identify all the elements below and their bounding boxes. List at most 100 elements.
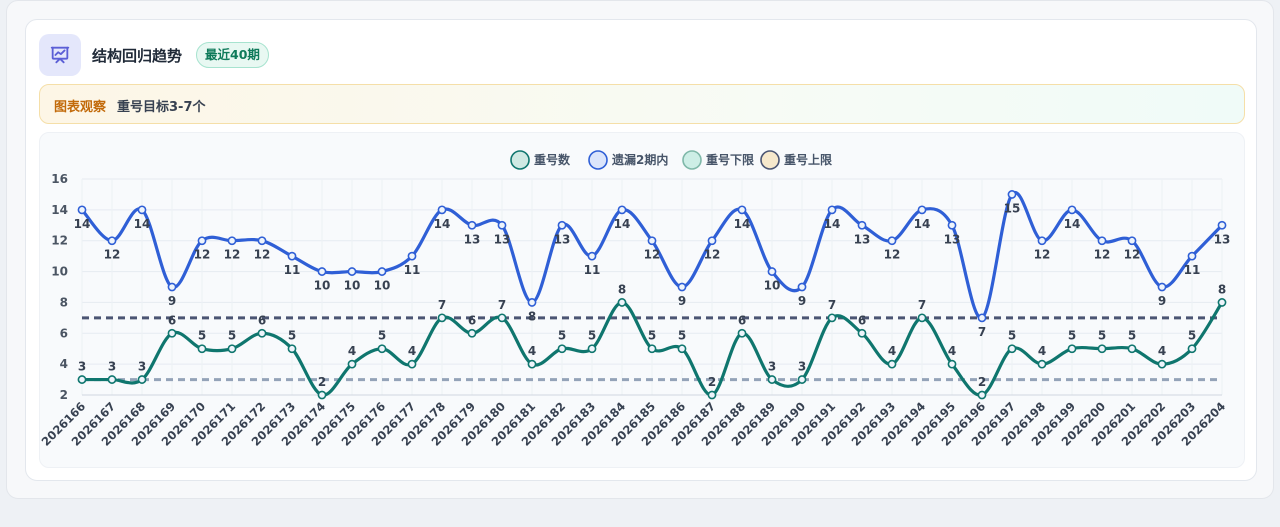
data-point-repeat[interactable] [557,344,567,354]
data-point-repeat[interactable] [947,359,957,369]
data-point-miss2[interactable] [527,298,537,307]
data-point-repeat[interactable] [917,313,927,323]
data-point-miss2[interactable] [1157,282,1167,292]
data-point-miss2[interactable] [77,205,87,215]
data-point-repeat[interactable] [287,344,297,354]
data-point-repeat[interactable] [1127,344,1137,354]
legend-label-2[interactable]: 重号下限 [706,152,754,167]
data-point-repeat[interactable] [377,344,387,354]
data-point-miss2[interactable] [1217,220,1227,230]
data-point-miss2[interactable] [977,313,987,323]
data-point-repeat[interactable] [317,390,327,400]
data-point-miss2[interactable] [257,236,267,246]
data-label-repeat: 6 [738,313,746,327]
legend-label-3[interactable]: 重号上限 [784,152,832,167]
data-label-miss2: 15 [1004,201,1021,215]
data-point-miss2[interactable] [347,267,357,276]
data-point-miss2[interactable] [317,267,327,276]
legend-label-1[interactable]: 遗漏2期内 [611,152,668,167]
data-point-miss2[interactable] [1067,205,1077,215]
data-label-miss2: 9 [678,294,686,308]
data-point-repeat[interactable] [1217,298,1227,307]
data-point-repeat[interactable] [77,375,87,384]
data-point-repeat[interactable] [977,390,987,400]
data-point-repeat[interactable] [1037,359,1047,369]
legend-marker-1[interactable] [588,150,608,170]
data-point-repeat[interactable] [347,359,357,369]
data-label-miss2: 14 [914,217,931,231]
data-point-miss2[interactable] [197,236,207,246]
data-point-miss2[interactable] [227,236,237,246]
data-point-miss2[interactable] [467,220,477,230]
data-label-repeat: 2 [978,375,986,389]
data-point-repeat[interactable] [437,313,447,323]
legend-marker-2[interactable] [682,150,702,170]
data-point-repeat[interactable] [137,375,147,384]
data-point-repeat[interactable] [497,313,507,323]
data-point-repeat[interactable] [707,390,717,400]
data-point-miss2[interactable] [167,282,177,292]
data-point-repeat[interactable] [617,298,627,307]
legend-marker-0[interactable] [510,150,530,170]
data-point-repeat[interactable] [827,313,837,323]
data-point-repeat[interactable] [1157,359,1167,369]
data-label-miss2: 10 [374,279,391,293]
data-point-miss2[interactable] [1187,251,1197,261]
data-point-repeat[interactable] [797,375,807,384]
data-label-repeat: 8 [618,282,626,296]
data-point-miss2[interactable] [797,282,807,292]
data-point-repeat[interactable] [887,359,897,369]
data-point-repeat[interactable] [1067,344,1077,354]
data-label-repeat: 7 [438,298,446,312]
data-point-miss2[interactable] [827,205,837,215]
data-point-repeat[interactable] [197,344,207,354]
data-point-repeat[interactable] [857,328,867,338]
data-point-repeat[interactable] [257,328,267,338]
observation-label: 图表观察 [54,100,107,115]
data-point-repeat[interactable] [587,344,597,354]
data-point-miss2[interactable] [647,236,657,246]
data-point-repeat[interactable] [227,344,237,354]
data-point-miss2[interactable] [377,267,387,276]
data-point-repeat[interactable] [467,328,477,338]
data-point-miss2[interactable] [107,236,117,246]
data-point-repeat[interactable] [677,344,687,354]
legend-marker-3[interactable] [760,150,780,170]
data-point-miss2[interactable] [677,282,687,292]
data-point-repeat[interactable] [527,359,537,369]
data-point-repeat[interactable] [647,344,657,354]
data-point-miss2[interactable] [917,205,927,215]
data-point-repeat[interactable] [1187,344,1197,354]
data-point-miss2[interactable] [1097,236,1107,246]
data-point-miss2[interactable] [617,205,627,215]
data-point-miss2[interactable] [137,205,147,215]
data-point-miss2[interactable] [557,220,567,230]
data-point-miss2[interactable] [437,205,447,215]
data-point-miss2[interactable] [707,236,717,246]
data-point-miss2[interactable] [857,220,867,230]
data-point-repeat[interactable] [167,328,177,338]
data-point-miss2[interactable] [1037,236,1047,246]
data-point-miss2[interactable] [1127,236,1137,246]
data-point-miss2[interactable] [287,251,297,261]
data-point-repeat[interactable] [1007,344,1017,354]
data-point-miss2[interactable] [767,267,777,276]
trend-chart: 2468101214162026166202616720261682026169… [40,150,1230,449]
observation-banner: 图表观察 重号目标3-7个 [39,84,1245,124]
data-point-miss2[interactable] [887,236,897,246]
data-point-repeat[interactable] [407,359,417,369]
data-point-repeat[interactable] [1097,344,1107,354]
data-point-miss2[interactable] [737,205,747,215]
data-point-miss2[interactable] [587,251,597,261]
data-point-miss2[interactable] [947,220,957,230]
data-point-miss2[interactable] [407,251,417,261]
data-point-miss2[interactable] [1007,190,1017,199]
data-label-repeat: 7 [828,298,836,312]
observation-text: 重号目标3-7个 [117,100,206,115]
data-point-repeat[interactable] [737,328,747,338]
data-point-repeat[interactable] [107,375,117,384]
data-label-repeat: 4 [1038,344,1046,358]
legend-label-0[interactable]: 重号数 [534,152,571,167]
data-point-repeat[interactable] [767,375,777,384]
data-point-miss2[interactable] [497,220,507,230]
